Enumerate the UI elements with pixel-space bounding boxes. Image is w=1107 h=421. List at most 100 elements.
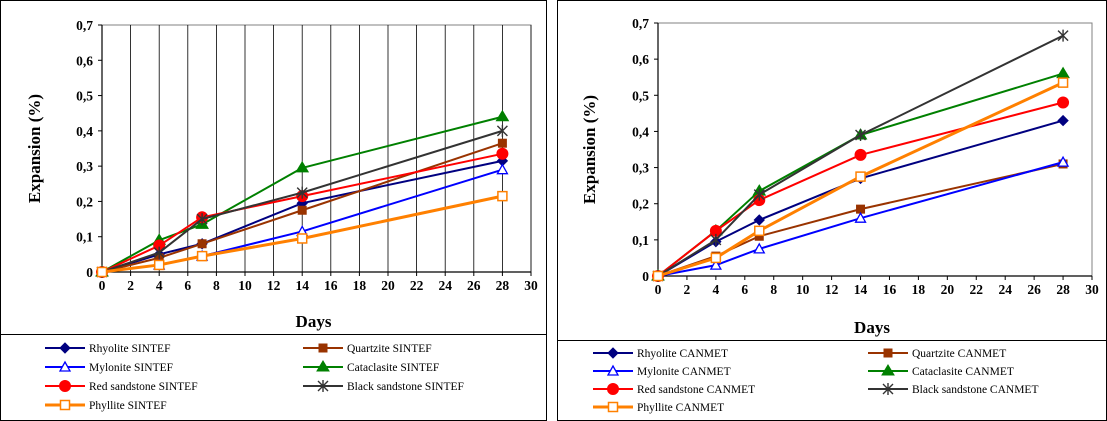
x-tick-label: 30 xyxy=(524,278,538,293)
x-tick-label: 6 xyxy=(184,278,191,293)
data-point-black-sandstone-sintef xyxy=(296,186,308,199)
legend-marker xyxy=(318,343,328,353)
y-tick-label: 0,6 xyxy=(76,53,93,68)
data-point-quartzite-sintef xyxy=(297,205,307,215)
legend-item-phyllite-sintef: Phyllite SINTEF xyxy=(45,399,167,412)
legend-label: Quartzite CANMET xyxy=(912,348,1006,360)
y-tick-label: 0,4 xyxy=(76,124,93,139)
y-tick-label: 0,1 xyxy=(632,233,649,248)
legend-label: Rhyolite SINTEF xyxy=(89,343,170,355)
y-tick-label: 0,2 xyxy=(76,194,93,209)
legend-marker xyxy=(58,360,72,372)
y-tick-label: 0,5 xyxy=(632,88,649,103)
data-point-mylonite-canmet xyxy=(1056,155,1070,167)
legend-item-mylonite-canmet: Mylonite CANMET xyxy=(593,364,731,378)
y-tick-label: 0,7 xyxy=(632,16,649,31)
x-tick-label: 0 xyxy=(99,278,106,293)
legend-item-rhyolite-canmet: Rhyolite CANMET xyxy=(593,347,728,360)
x-tick-label: 26 xyxy=(1027,282,1041,297)
x-tick-label: 12 xyxy=(267,278,281,293)
data-point-mylonite-canmet xyxy=(854,211,867,223)
legend-item-black-sandstone-sintef: Black sandstone SINTEF xyxy=(303,380,464,393)
y-tick-label: 0,4 xyxy=(632,124,649,139)
y-tick-label: 0,2 xyxy=(632,197,649,212)
legend-label: Cataclasite SINTEF xyxy=(347,362,439,374)
data-point-mylonite-sintef xyxy=(496,163,509,175)
x-tick-label: 16 xyxy=(324,278,338,293)
chart-canmet: 0 2 4 6 8 10 12 14 16 18 20 22 24 26 28 3000,10,20,30,4… xyxy=(557,0,1107,421)
x-tick-label: 18 xyxy=(912,282,926,297)
x-tick-label: 6 xyxy=(741,282,748,297)
data-point-mylonite-canmet xyxy=(709,258,722,270)
data-point-cataclasite-sintef xyxy=(295,160,310,173)
legend-item-red-sandstone-sintef: Red sandstone SINTEF xyxy=(45,380,198,393)
series-phyllite-canmet xyxy=(652,77,1069,282)
data-point-rhyolite-canmet xyxy=(753,214,765,226)
data-point-black-sandstone-sintef xyxy=(496,124,508,137)
x-tick-label: 2 xyxy=(684,282,691,297)
x-tick-label: 30 xyxy=(1085,282,1099,297)
x-tick-label: 16 xyxy=(883,282,897,297)
x-tick-label: 18 xyxy=(353,278,367,293)
data-point-phyllite-sintef xyxy=(153,259,165,271)
x-tick-label: 4 xyxy=(156,278,163,293)
data-point-rhyolite-canmet xyxy=(1057,114,1069,127)
legend-item-quartzite-sintef: Quartzite SINTEF xyxy=(303,343,432,355)
legend-marker xyxy=(607,383,619,395)
x-tick-label: 14 xyxy=(854,282,868,297)
legend-item-black-sandstone-canmet: Black sandstone CANMET xyxy=(868,383,1038,396)
y-tick-label: 0,3 xyxy=(76,159,93,174)
x-tick-label: 28 xyxy=(496,278,510,293)
x-tick-label: 14 xyxy=(295,278,309,293)
data-point-phyllite-sintef xyxy=(497,190,508,202)
legend-label: Black sandstone CANMET xyxy=(912,384,1038,396)
y-tick-label: 0,6 xyxy=(632,52,649,67)
y-tick-label: 0,1 xyxy=(76,230,93,245)
chart-panel-sintef: 0 2 4 6 8 10 12 14 16 18 20 22 24 26 28 30 0 0,1 0,2 0,3 0,4… xyxy=(0,0,547,421)
y-tick-label: 0,5 xyxy=(76,89,93,104)
data-point-cataclasite-sintef xyxy=(495,109,510,122)
x-tick-label: 22 xyxy=(970,282,984,297)
series-mylonite-canmet xyxy=(651,155,1070,281)
data-point-quartzite-sintef xyxy=(197,239,207,249)
legend-label: Red sandstone SINTEF xyxy=(89,381,198,393)
y-tick-label: 0 xyxy=(642,269,649,284)
data-point-red-sandstone-canmet xyxy=(1057,96,1070,109)
y-tick-label: 0,7 xyxy=(76,18,93,33)
x-axis-title: Days xyxy=(854,318,890,337)
data-point-red-sandstone-sintef xyxy=(496,147,509,160)
legend-item-quartzite-canmet: Quartzite CANMET xyxy=(868,348,1006,360)
legend-marker xyxy=(883,348,893,358)
legend-marker xyxy=(881,364,895,376)
legend-frame xyxy=(557,340,1107,421)
x-tick-label: 10 xyxy=(796,282,810,297)
data-point-phyllite-sintef xyxy=(96,266,108,278)
x-tick-label: 26 xyxy=(467,278,481,293)
data-point-phyllite-sintef xyxy=(296,233,308,244)
legend-label: Phyllite SINTEF xyxy=(89,400,167,412)
legend-label: Rhyolite CANMET xyxy=(637,348,728,360)
data-point-black-sandstone-canmet xyxy=(1057,29,1069,42)
legend-item-phyllite-canmet: Phyllite CANMET xyxy=(593,401,724,414)
x-tick-label: 22 xyxy=(410,278,424,293)
data-point-mylonite-canmet xyxy=(753,242,766,254)
legend-item-mylonite-sintef: Mylonite SINTEF xyxy=(45,360,173,374)
legend-marker xyxy=(59,380,71,392)
x-tick-label: 24 xyxy=(998,282,1012,297)
legend-marker xyxy=(607,347,619,359)
legend-item-red-sandstone-canmet: Red sandstone CANMET xyxy=(593,383,755,396)
x-tick-label: 8 xyxy=(770,282,777,297)
x-tick-label: 20 xyxy=(381,278,395,293)
legend-marker xyxy=(607,401,619,413)
x-tick-label: 2 xyxy=(127,278,134,293)
legend-marker xyxy=(59,399,71,411)
x-tick-label: 24 xyxy=(438,278,452,293)
data-point-phyllite-canmet xyxy=(652,270,664,282)
legend-marker xyxy=(882,383,894,395)
legend-item-cataclasite-canmet: Cataclasite CANMET xyxy=(868,364,1014,378)
x-tick-label: 4 xyxy=(712,282,719,297)
legend-marker xyxy=(59,342,71,354)
x-tick-label: 20 xyxy=(941,282,955,297)
data-point-phyllite-canmet xyxy=(710,252,722,264)
x-tick-label: 28 xyxy=(1056,282,1070,297)
